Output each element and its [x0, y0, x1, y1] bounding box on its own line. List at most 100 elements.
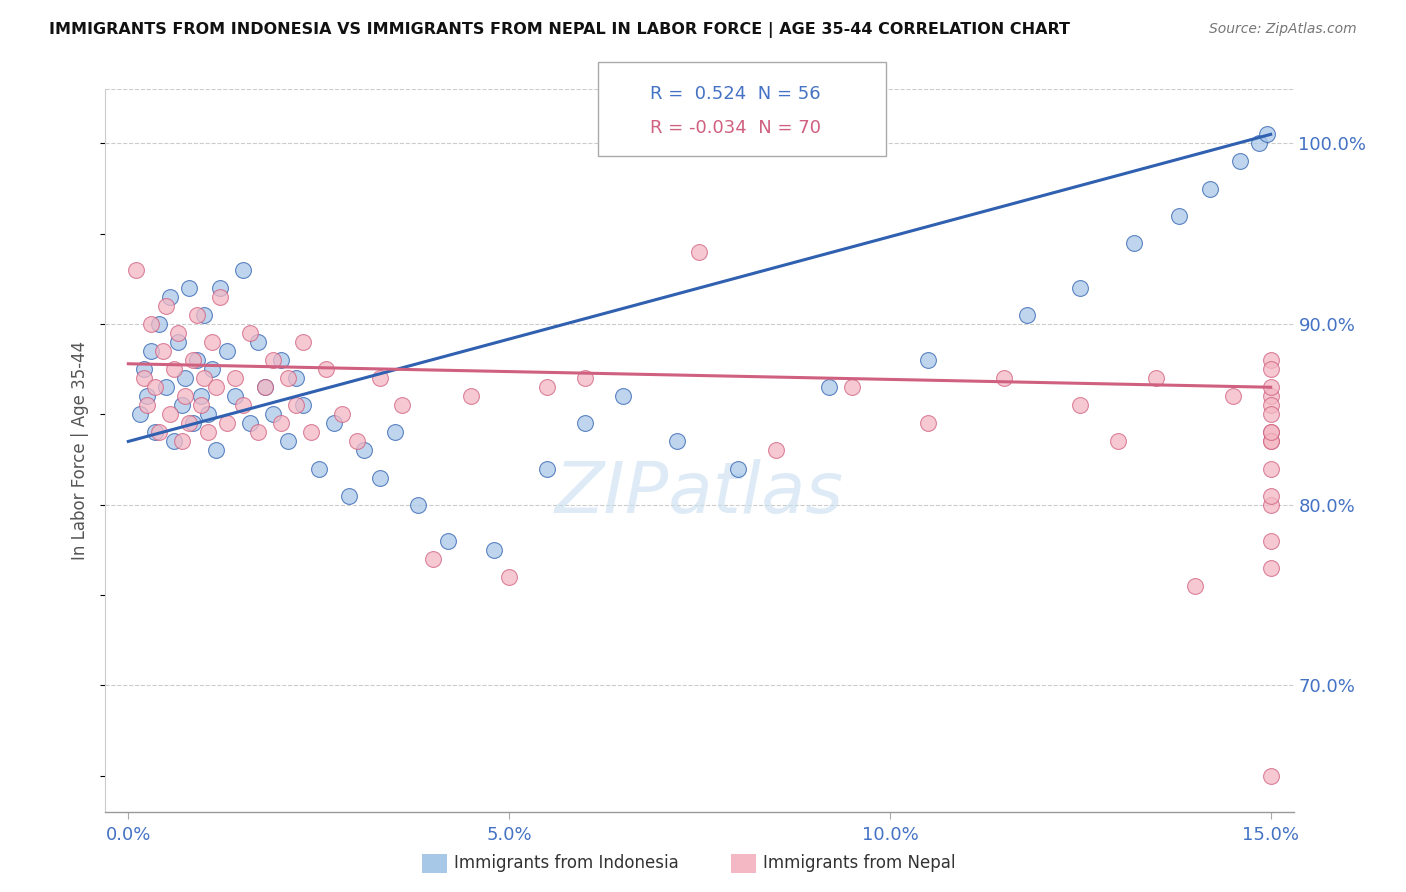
Point: [163, 434, 186, 449]
Point: [841, 380, 863, 394]
Point: [330, 407, 353, 422]
Point: [1260, 434, 1282, 449]
Point: [143, 380, 166, 394]
Point: [136, 389, 159, 403]
Point: [239, 417, 262, 431]
Point: [322, 417, 346, 431]
Point: [246, 335, 269, 350]
Point: [1107, 434, 1129, 449]
Point: [292, 398, 315, 412]
Point: [132, 362, 155, 376]
Point: [1184, 579, 1206, 593]
Point: [163, 362, 186, 376]
Point: [217, 417, 239, 431]
Point: [254, 380, 277, 394]
Point: [277, 434, 299, 449]
Point: [128, 407, 150, 422]
Point: [1260, 489, 1282, 503]
Point: [193, 308, 215, 322]
Point: [208, 290, 231, 304]
Text: R =  0.524  N = 56: R = 0.524 N = 56: [650, 85, 820, 103]
Point: [612, 389, 634, 403]
Point: [1069, 398, 1091, 412]
Point: [166, 326, 188, 340]
Point: [993, 371, 1015, 385]
Point: [270, 353, 292, 368]
Point: [217, 344, 239, 359]
Point: [284, 371, 307, 385]
Text: Immigrants from Indonesia: Immigrants from Indonesia: [454, 855, 679, 872]
Point: [406, 498, 429, 512]
Point: [174, 371, 197, 385]
Point: [1168, 209, 1191, 223]
Point: [818, 380, 841, 394]
Point: [262, 353, 284, 368]
Point: [1260, 533, 1282, 548]
Point: [224, 389, 246, 403]
Point: [197, 425, 219, 440]
Point: [136, 398, 159, 412]
Text: Source: ZipAtlas.com: Source: ZipAtlas.com: [1209, 22, 1357, 37]
Point: [1198, 181, 1220, 195]
Point: [224, 371, 246, 385]
Point: [337, 489, 360, 503]
Point: [391, 398, 413, 412]
Text: Immigrants from Nepal: Immigrants from Nepal: [763, 855, 956, 872]
Point: [1260, 362, 1282, 376]
Point: [174, 389, 197, 403]
Point: [384, 425, 406, 440]
Point: [190, 398, 212, 412]
Point: [1260, 434, 1282, 449]
Point: [284, 398, 307, 412]
Point: [536, 380, 558, 394]
Point: [152, 344, 174, 359]
Point: [308, 461, 330, 475]
Point: [1260, 769, 1282, 783]
Text: IMMIGRANTS FROM INDONESIA VS IMMIGRANTS FROM NEPAL IN LABOR FORCE | AGE 35-44 CO: IMMIGRANTS FROM INDONESIA VS IMMIGRANTS …: [49, 22, 1070, 38]
Point: [315, 362, 337, 376]
Y-axis label: In Labor Force | Age 35-44: In Labor Force | Age 35-44: [72, 341, 90, 560]
Point: [197, 407, 219, 422]
Point: [141, 344, 163, 359]
Text: R = -0.034  N = 70: R = -0.034 N = 70: [650, 119, 821, 136]
Point: [208, 281, 231, 295]
Point: [688, 244, 710, 259]
Point: [727, 461, 749, 475]
Point: [201, 362, 224, 376]
Text: ZIPatlas: ZIPatlas: [555, 459, 844, 528]
Point: [460, 389, 482, 403]
Point: [231, 398, 254, 412]
Point: [186, 308, 208, 322]
Point: [1260, 461, 1282, 475]
Point: [125, 263, 148, 277]
Point: [536, 461, 558, 475]
Point: [159, 407, 181, 422]
Point: [159, 290, 181, 304]
Point: [917, 353, 939, 368]
Point: [482, 542, 505, 557]
Point: [179, 417, 201, 431]
Point: [1260, 498, 1282, 512]
Point: [1260, 407, 1282, 422]
Point: [239, 326, 262, 340]
Point: [231, 263, 254, 277]
Point: [368, 371, 391, 385]
Point: [148, 425, 170, 440]
Point: [270, 417, 292, 431]
Point: [1260, 398, 1282, 412]
Point: [193, 371, 215, 385]
Point: [254, 380, 277, 394]
Point: [292, 335, 315, 350]
Point: [437, 533, 460, 548]
Point: [277, 371, 299, 385]
Point: [201, 335, 224, 350]
Point: [368, 470, 391, 484]
Point: [190, 389, 212, 403]
Point: [765, 443, 787, 458]
Point: [353, 443, 375, 458]
Point: [1222, 389, 1244, 403]
Point: [148, 317, 170, 331]
Point: [132, 371, 155, 385]
Point: [1249, 136, 1271, 151]
Point: [1122, 235, 1144, 250]
